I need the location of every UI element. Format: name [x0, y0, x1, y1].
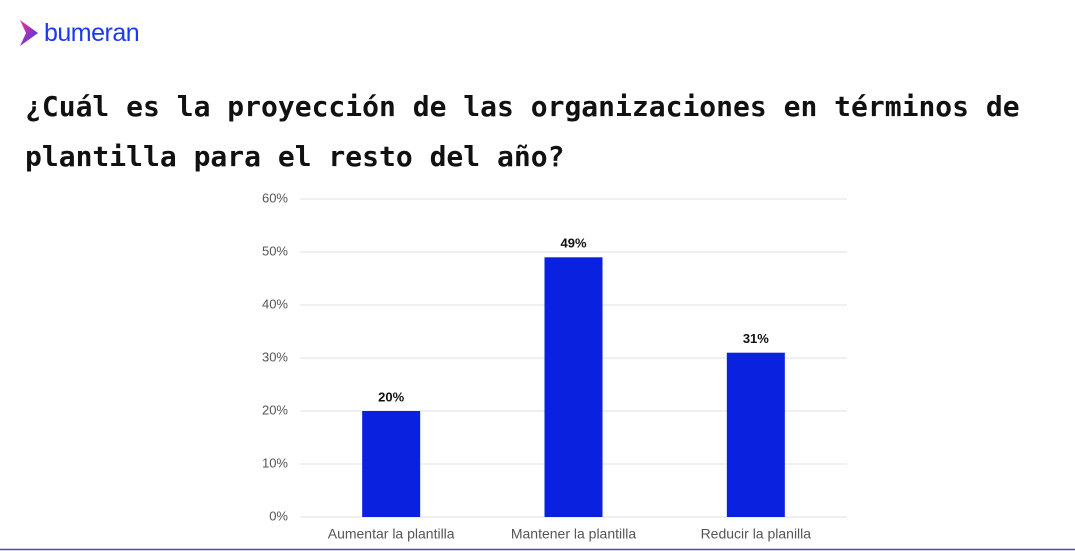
bar [362, 411, 421, 517]
data-label: 49% [560, 236, 586, 251]
x-tick-label: Aumentar la plantilla [328, 526, 455, 542]
logo-text: bumeran [44, 18, 140, 47]
y-tick-label: 30% [262, 349, 288, 364]
bar [726, 352, 785, 517]
bar [544, 257, 603, 517]
logo-icon [20, 20, 38, 46]
data-label: 20% [378, 389, 404, 404]
y-tick-label: 60% [262, 190, 288, 205]
x-tick-label: Reducir la planilla [701, 526, 812, 542]
y-tick-label: 10% [262, 455, 288, 470]
y-tick-label: 20% [262, 402, 288, 417]
chart-title: ¿Cuál es la proyección de las organizaci… [25, 90, 1020, 173]
data-label: 31% [743, 331, 769, 346]
x-tick-label: Mantener la plantilla [511, 526, 637, 542]
y-tick-label: 50% [262, 243, 288, 258]
logo: bumeran [18, 18, 140, 48]
y-tick-label: 0% [269, 508, 288, 523]
y-tick-label: 40% [262, 296, 288, 311]
